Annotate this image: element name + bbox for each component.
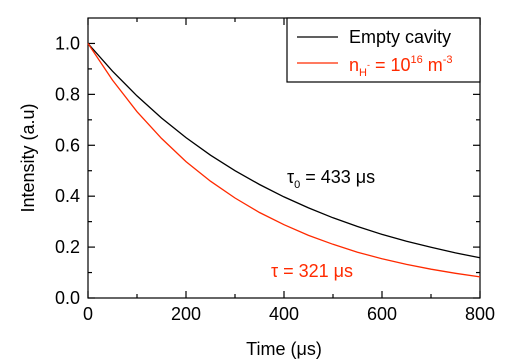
- y-tick-label: 0.2: [55, 237, 80, 257]
- y-tick-label: 0.8: [55, 84, 80, 104]
- legend-nh-unit: m: [423, 55, 443, 75]
- x-tick-label: 400: [269, 304, 299, 324]
- x-tick-label: 200: [171, 304, 201, 324]
- tau0-annotation: τ0 = 433 μs: [287, 167, 375, 191]
- legend-nh-sub-minus: -: [367, 60, 370, 70]
- tau-annotation: τ = 321 μs: [271, 261, 353, 281]
- x-tick-label: 600: [367, 304, 397, 324]
- tau0-sub: 0: [294, 179, 300, 191]
- series-lines: [87, 43, 481, 278]
- legend-nh-unit-exp: -3: [443, 54, 453, 66]
- axis-tick-labels: 0 200 400 600 800 0.0 0.2 0.4 0.6 0.8 1.0: [55, 33, 495, 324]
- tau0-symbol: τ: [287, 167, 294, 187]
- y-tick-label: 0.0: [55, 288, 80, 308]
- legend-nh-exp: 16: [411, 54, 423, 66]
- legend-nh-eq: = 10: [370, 55, 411, 75]
- y-axis-label: Intensity (a.u): [18, 103, 38, 212]
- y-tick-label: 1.0: [55, 33, 80, 53]
- legend-nh-sub: H: [359, 67, 367, 79]
- y-tick-label: 0.6: [55, 135, 80, 155]
- tau0-value: = 433 μs: [300, 167, 375, 187]
- y-tick-label: 0.4: [55, 186, 80, 206]
- series-line-empty-cavity: [87, 43, 481, 259]
- legend-label-empty-cavity: Empty cavity: [349, 27, 451, 47]
- legend-nh-n: n: [349, 55, 359, 75]
- series-line-nh: [87, 43, 481, 278]
- x-axis-label: Time (μs): [246, 339, 322, 359]
- legend-label-nh: nH- = 1016 m-3: [349, 54, 453, 79]
- x-tick-label: 800: [465, 304, 495, 324]
- legend-box: [286, 17, 481, 83]
- x-tick-label: 0: [83, 304, 93, 324]
